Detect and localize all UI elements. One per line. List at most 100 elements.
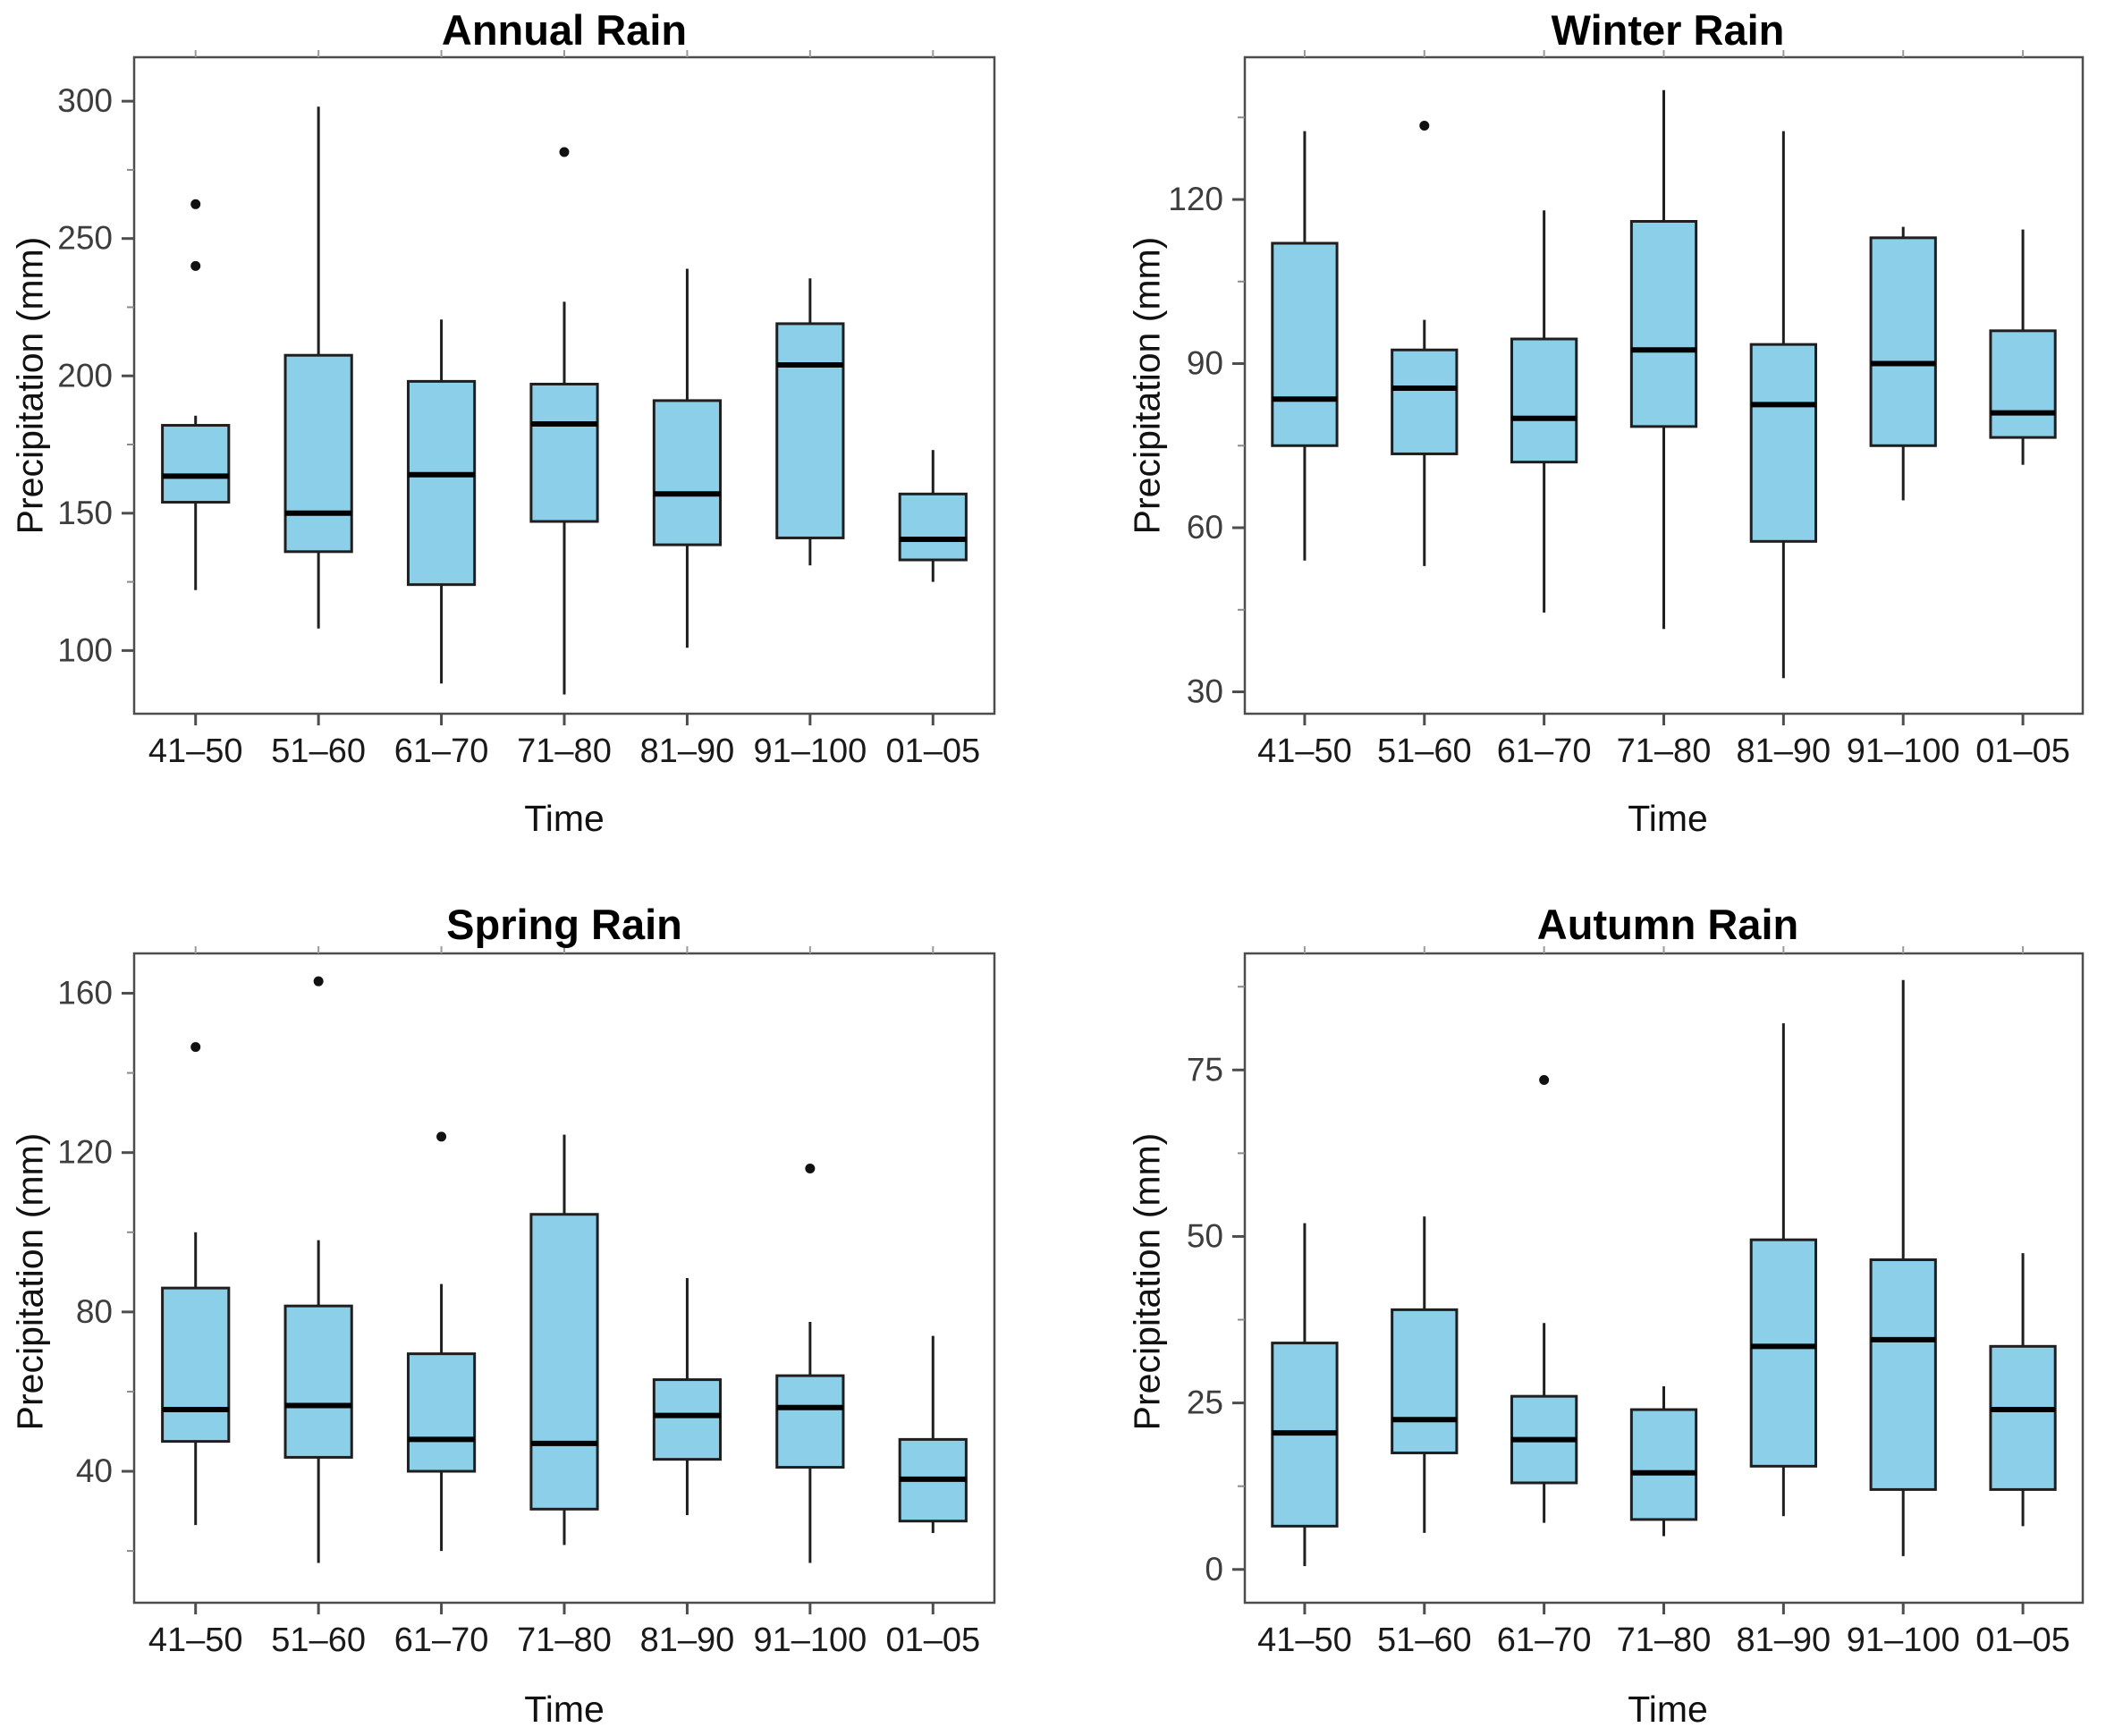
box-group-01–05 — [898, 450, 968, 582]
category-label: 61–70 — [1497, 733, 1592, 770]
winter-rain-boxplot: 30 60 90 120 41–50 51–60 61–70 71–80 81–90 91–100… — [1168, 50, 2085, 770]
x-axis-title: Time — [524, 1689, 605, 1730]
iqr-box — [1749, 1238, 1817, 1468]
category-label: 61–70 — [394, 733, 489, 770]
box-group-41–50 — [161, 199, 231, 590]
y-axis-tick-label: 300 — [57, 82, 113, 119]
iqr-box — [652, 399, 723, 546]
iqr-box — [283, 1304, 353, 1459]
box-group-41–50 — [1271, 131, 1339, 561]
box-group-61–70 — [1510, 1074, 1578, 1523]
y-axis-tick-label: 80 — [76, 1293, 113, 1330]
category-label: 01–05 — [885, 733, 980, 770]
y-axis-tick-label: 90 — [1187, 345, 1223, 382]
chart-title: Spring Rain — [446, 901, 682, 948]
category-label: 81–90 — [1737, 733, 1831, 770]
iqr-box — [1391, 1308, 1459, 1454]
y-axis-tick-label: 40 — [76, 1452, 113, 1489]
category-label: 71–80 — [517, 733, 612, 770]
box-group-81–90 — [652, 1278, 723, 1516]
chart-title: Winter Rain — [1551, 6, 1785, 54]
y-axis-tick-label: 120 — [57, 1134, 113, 1171]
box-group-81–90 — [1749, 131, 1817, 679]
category-label: 71–80 — [517, 1622, 612, 1659]
box-group-51–60 — [283, 106, 353, 629]
outlier-dot — [313, 976, 324, 987]
box-group-01–05 — [1989, 229, 2057, 465]
box-group-91–100 — [775, 278, 845, 566]
iqr-box — [283, 353, 353, 554]
x-axis-title: Time — [1628, 1689, 1708, 1730]
x-axis-title: Time — [524, 798, 605, 839]
iqr-box — [529, 382, 599, 523]
iqr-box — [1271, 241, 1339, 447]
category-label: 41–50 — [148, 1622, 243, 1659]
iqr-box — [1989, 329, 2057, 439]
annual-rain-boxplot: 100 150 200 250 300 41–50 51–60 61–70 71–80 81–90… — [57, 50, 996, 770]
y-axis-tick-label: 25 — [1187, 1385, 1223, 1421]
y-axis-tick-label: 60 — [1187, 509, 1223, 546]
category-label: 41–50 — [1257, 733, 1352, 770]
iqr-box — [1989, 1344, 2057, 1491]
y-axis-tick-label: 160 — [57, 975, 113, 1012]
box-group-81–90 — [652, 268, 723, 648]
iqr-box — [775, 322, 845, 539]
category-label: 71–80 — [1617, 733, 1712, 770]
category-label: 41–50 — [1257, 1622, 1352, 1659]
annual-rain-panel: 100 150 200 250 300 41–50 51–60 61–70 71–80 81–90… — [0, 0, 1053, 868]
chart-title: Autumn Rain — [1536, 901, 1799, 948]
category-label: 91–100 — [753, 733, 867, 770]
box-group-91–100 — [1869, 979, 1937, 1556]
category-label: 51–60 — [271, 733, 366, 770]
iqr-box — [529, 1213, 599, 1511]
box-group-51–60 — [283, 976, 353, 1563]
category-label: 01–05 — [1975, 733, 2070, 770]
iqr-box — [1391, 348, 1459, 455]
y-axis-tick-label: 250 — [57, 220, 113, 257]
category-label: 91–100 — [1847, 733, 1960, 770]
y-axis-title: Precipitation (mm) — [1126, 236, 1168, 535]
box-group-61–70 — [406, 1131, 477, 1552]
iqr-box — [1629, 220, 1698, 428]
category-label: 51–60 — [1377, 1622, 1472, 1659]
outlier-dot — [1539, 1074, 1550, 1085]
category-label: 81–90 — [640, 1622, 735, 1659]
box-group-41–50 — [1271, 1223, 1339, 1567]
y-axis-tick-label: 200 — [57, 357, 113, 394]
box-group-81–90 — [1749, 1023, 1817, 1517]
category-label: 81–90 — [1737, 1622, 1831, 1659]
outlier-dot — [559, 147, 570, 157]
y-axis-tick-label: 30 — [1187, 673, 1223, 710]
winter-rain-panel: 30 60 90 120 41–50 51–60 61–70 71–80 81–90 91–100… — [1053, 0, 2106, 868]
box-group-91–100 — [775, 1164, 845, 1563]
iqr-box — [406, 379, 477, 587]
y-axis-tick-label: 150 — [57, 495, 113, 531]
y-axis-tick-label: 50 — [1187, 1217, 1223, 1254]
category-label: 81–90 — [640, 733, 735, 770]
box-group-61–70 — [1510, 210, 1578, 613]
box-group-51–60 — [1391, 1216, 1459, 1533]
iqr-box — [406, 1352, 477, 1473]
category-label: 51–60 — [1377, 733, 1472, 770]
iqr-box — [652, 1378, 723, 1461]
box-group-71–80 — [529, 147, 599, 695]
iqr-box — [775, 1374, 845, 1469]
y-axis-title: Precipitation (mm) — [9, 1132, 51, 1431]
spring-rain-panel: 40 80 120 160 41–50 51–60 61–70 71–80 81–90 91–10… — [0, 868, 1053, 1736]
box-group-71–80 — [1629, 1386, 1698, 1537]
box-group-01–05 — [1989, 1253, 2057, 1527]
y-axis-title: Precipitation (mm) — [1126, 1132, 1168, 1431]
iqr-box — [1869, 1258, 1937, 1491]
spring-rain-boxplot: 40 80 120 160 41–50 51–60 61–70 71–80 81–90 91–10… — [57, 946, 996, 1659]
category-label: 91–100 — [753, 1622, 867, 1659]
outlier-dot — [190, 199, 201, 209]
outlier-dot — [1419, 120, 1430, 131]
outlier-dot — [805, 1164, 816, 1174]
outlier-dot — [436, 1131, 447, 1142]
category-label: 71–80 — [1617, 1622, 1712, 1659]
y-axis-title: Precipitation (mm) — [9, 236, 51, 535]
chart-title: Annual Rain — [441, 6, 688, 54]
category-label: 51–60 — [271, 1622, 366, 1659]
category-label: 91–100 — [1847, 1622, 1960, 1659]
